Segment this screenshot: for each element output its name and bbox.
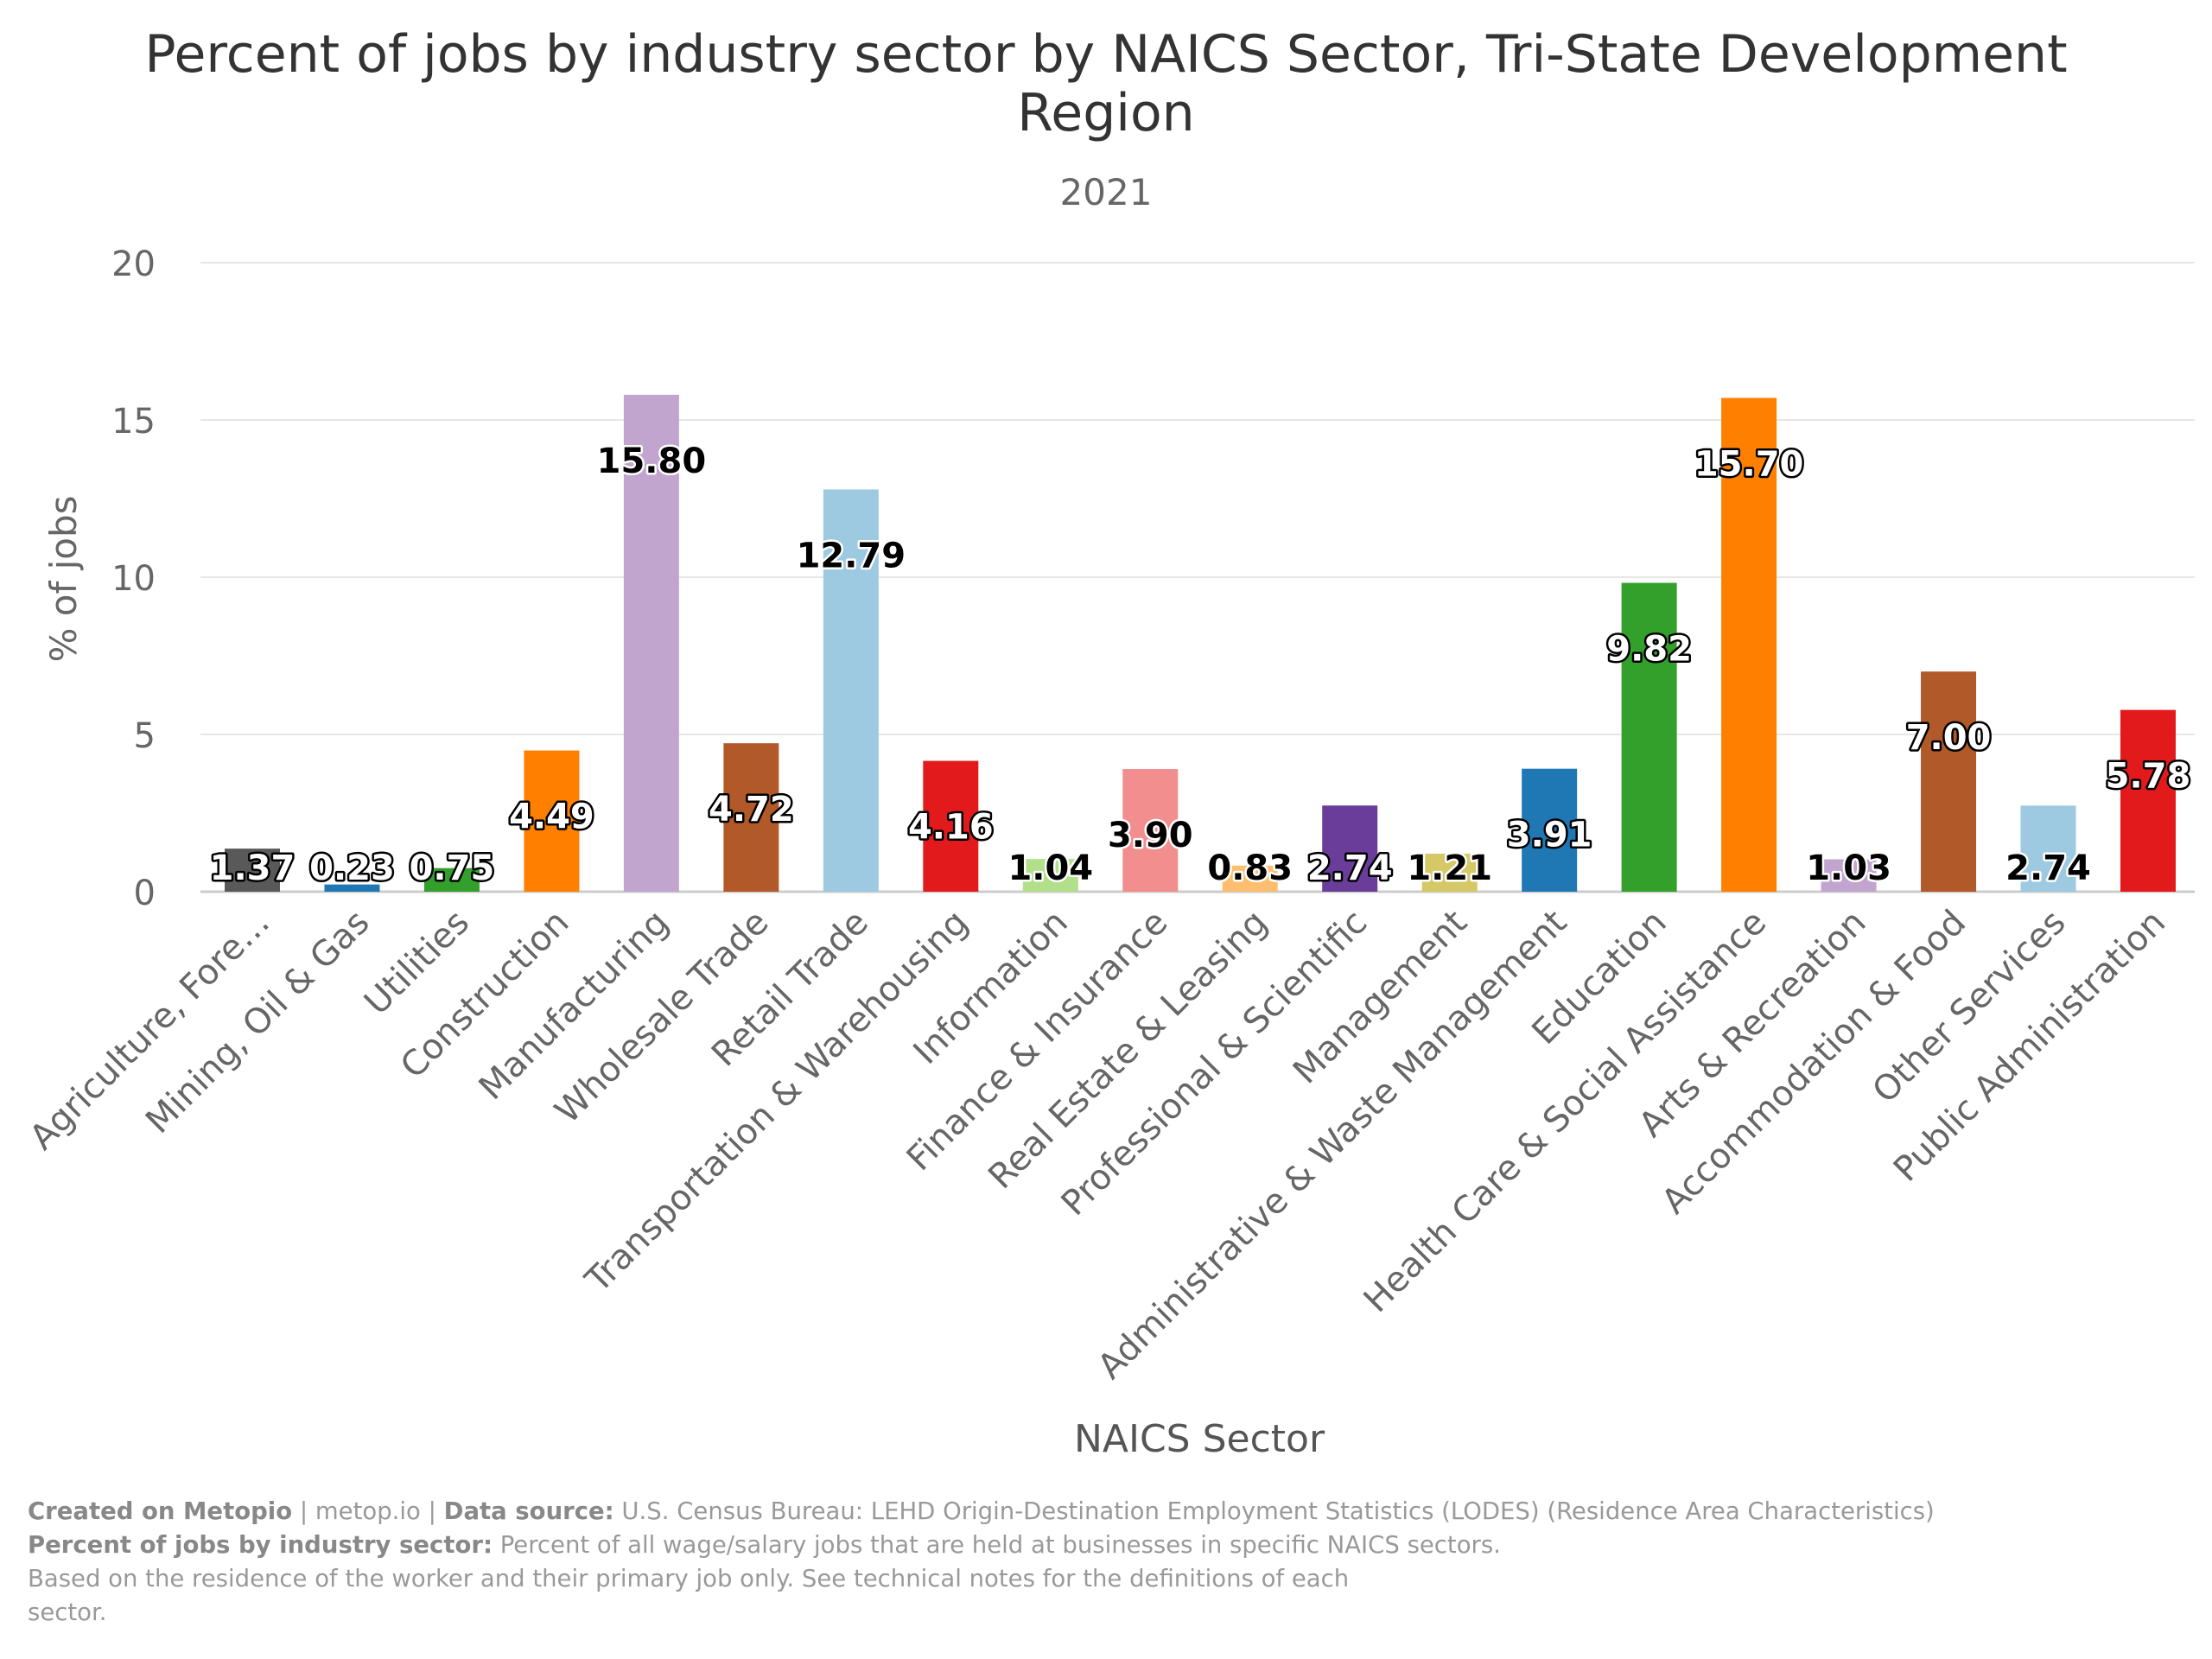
chart-title: Percent of jobs by industry sector by NA… [144, 24, 2068, 85]
y-tick-label: 15 [111, 402, 156, 442]
bar[interactable] [723, 743, 779, 892]
bar[interactable] [1921, 671, 1977, 892]
data-label: 15.80 [597, 442, 707, 481]
y-tick-label: 20 [111, 245, 156, 284]
bar[interactable] [524, 750, 580, 892]
data-label: 2.74 [1307, 849, 1393, 888]
data-label: 15.70 [1694, 445, 1804, 485]
data-label: 7.00 [1906, 718, 1992, 758]
bar[interactable] [225, 849, 280, 892]
bars [225, 394, 2176, 892]
bar[interactable] [1522, 768, 1578, 892]
chart-subtitle: 2021 [1059, 171, 1153, 213]
footer-source-line: Created on Metopio | metop.io | Data sou… [28, 1495, 2188, 1529]
bar[interactable] [1621, 582, 1677, 892]
definition-text: Percent of all wage/salary jobs that are… [499, 1531, 1501, 1559]
footer-separator: | [299, 1497, 308, 1525]
y-axis-ticks: 0 5 10 15 20 [111, 245, 156, 913]
y-tick-label: 5 [134, 716, 156, 756]
data-label: 4.72 [709, 790, 794, 830]
created-label: Created on Metopio [28, 1497, 293, 1525]
x-axis-label: NAICS Sector [1074, 1417, 1325, 1461]
footer-definition-line: Percent of jobs by industry sector: Perc… [28, 1529, 2188, 1562]
site-link[interactable]: metop.io [315, 1497, 421, 1525]
data-label: 0.75 [410, 849, 495, 888]
bar[interactable] [1721, 397, 1777, 892]
bar[interactable] [1421, 853, 1478, 892]
bar[interactable] [1222, 865, 1278, 892]
data-label: 9.82 [1606, 630, 1692, 670]
data-label: 4.16 [908, 808, 994, 848]
bar[interactable] [1122, 769, 1179, 892]
bar[interactable] [324, 884, 380, 892]
grid-lines [200, 262, 2195, 893]
data-label: 0.23 [309, 849, 395, 888]
data-label: 2.74 [2005, 849, 2091, 888]
bar[interactable] [1322, 805, 1378, 892]
y-axis-label: % of jobs [42, 496, 85, 663]
data-label: 1.21 [1407, 849, 1492, 888]
data-label: 12.79 [797, 536, 906, 575]
bar[interactable] [1022, 859, 1078, 892]
footer-separator: | [428, 1497, 436, 1525]
footer-definition-line3: Based on the residence of the worker and… [28, 1565, 1350, 1592]
footer-definition-line4: sector. [28, 1599, 107, 1626]
data-labels: 1.37 0.23 0.75 4.49 15.80 4.72 12.79 4.16 1.04 3.… [207, 439, 2193, 890]
bar[interactable] [823, 489, 879, 892]
bar[interactable] [623, 394, 679, 892]
data-label: 0.83 [1207, 849, 1293, 888]
data-label: 5.78 [2106, 757, 2191, 797]
bar[interactable] [2120, 709, 2176, 892]
x-tick-label: Administrative & Waste Management [1090, 903, 1574, 1387]
y-tick-label: 0 [134, 874, 156, 913]
data-label: 4.49 [509, 798, 594, 837]
source-label: Data source: [443, 1497, 614, 1525]
data-label: 1.03 [1806, 849, 1891, 888]
bar[interactable] [423, 868, 480, 892]
y-tick-label: 10 [111, 559, 156, 599]
chart-title-line2: Region [1017, 83, 1195, 143]
x-axis-ticks: Agriculture, Fore…Mining, Oil & GasUtili… [22, 903, 2173, 1387]
chart-canvas: 0 5 10 15 20 1.37 0.23 0.75 4.49 15.80 4.72 12.79 4… [22, 245, 2195, 1461]
definition-label: Percent of jobs by industry sector: [28, 1531, 493, 1559]
data-label: 1.04 [1007, 849, 1093, 888]
data-label: 1.37 [210, 849, 296, 888]
bar[interactable] [923, 760, 979, 892]
data-label: 3.91 [1507, 816, 1592, 855]
bar[interactable] [1821, 859, 1877, 892]
x-tick-label: Management [1286, 903, 1475, 1092]
chart-footer: Created on Metopio | metop.io | Data sou… [28, 1495, 2188, 1630]
source-text: U.S. Census Bureau: LEHD Origin-Destinat… [621, 1497, 1935, 1525]
bar[interactable] [2020, 805, 2076, 892]
data-label: 3.90 [1108, 816, 1193, 855]
